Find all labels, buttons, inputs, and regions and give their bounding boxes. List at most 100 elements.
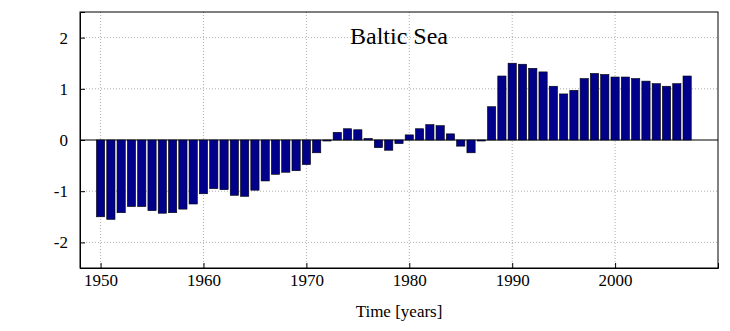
x-tick-mark — [615, 263, 616, 268]
bar — [632, 79, 640, 140]
bar — [364, 138, 372, 140]
y-grid-line — [80, 242, 718, 243]
y-tick-label: -1 — [54, 182, 68, 201]
x-tick: 1990 — [496, 263, 530, 290]
y-axis: -2 -1 0 1 2 — [54, 13, 85, 269]
x-tick-label: 1950 — [84, 271, 118, 290]
bar — [251, 140, 259, 190]
x-axis-line — [81, 263, 719, 269]
bar — [117, 140, 125, 213]
bar — [508, 63, 516, 140]
x-tick-mark — [512, 263, 513, 268]
bar — [189, 140, 197, 204]
chart-title: Baltic Sea — [350, 23, 448, 49]
bar — [210, 140, 218, 189]
bar — [168, 140, 176, 213]
bar — [313, 140, 321, 153]
bar — [457, 140, 465, 146]
bar — [611, 77, 619, 140]
x-tick-mark — [306, 263, 307, 268]
y-tick: 0 — [60, 131, 86, 150]
y-tick: 1 — [60, 80, 86, 99]
bar — [138, 140, 146, 207]
x-tick: 2000 — [599, 263, 633, 290]
bar — [271, 140, 279, 174]
x-tick-label: 1990 — [496, 271, 530, 290]
y-tick: -2 — [54, 233, 85, 252]
bar — [539, 72, 547, 140]
bar — [323, 140, 331, 141]
bars — [96, 63, 691, 219]
y-axis-line — [81, 13, 86, 269]
plot-frame — [80, 12, 718, 268]
x-tick-mark — [101, 263, 102, 268]
x-tick: 1970 — [290, 263, 324, 290]
bar — [220, 140, 228, 190]
y-tick-label: 1 — [60, 80, 69, 99]
bar — [292, 140, 300, 171]
x-tick: 1950 — [84, 263, 118, 290]
bar — [107, 140, 115, 219]
bar — [487, 107, 495, 140]
bar — [560, 94, 568, 140]
y-tick-label: 2 — [60, 29, 69, 48]
bar — [405, 135, 413, 140]
bar — [683, 76, 691, 140]
x-tick-mark — [409, 263, 410, 268]
bar — [385, 140, 393, 150]
bar — [467, 140, 475, 153]
y-tick: 2 — [60, 29, 86, 48]
chart-svg: 1950 1960 1970 1980 1990 2000 -2 -1 0 1 2 Baltic Se… — [0, 0, 730, 331]
bar — [529, 68, 537, 140]
x-tick-mark — [203, 263, 204, 268]
bar — [282, 140, 290, 172]
bar — [446, 134, 454, 140]
bar — [621, 77, 629, 140]
bar — [436, 126, 444, 140]
y-tick-mark — [80, 140, 85, 141]
y-tick-mark — [80, 89, 85, 90]
bar — [601, 74, 609, 140]
bar — [354, 130, 362, 140]
bar — [158, 140, 166, 213]
bar — [343, 129, 351, 140]
bar — [333, 132, 341, 140]
y-tick-mark — [80, 242, 85, 243]
bar — [652, 84, 660, 140]
x-axis: 1950 1960 1970 1980 1990 2000 — [81, 263, 719, 290]
bar — [518, 64, 526, 140]
bar — [662, 86, 670, 140]
x-tick-label: 1970 — [290, 271, 324, 290]
bar — [127, 140, 135, 207]
y-tick-label: 0 — [60, 131, 69, 150]
bar — [426, 125, 434, 140]
bar — [241, 140, 249, 196]
bar — [302, 140, 310, 165]
x-tick-label: 2000 — [599, 271, 633, 290]
x-tick: 1960 — [187, 263, 221, 290]
bar — [570, 90, 578, 140]
y-tick: -1 — [54, 182, 85, 201]
x-tick-label: 1960 — [187, 271, 221, 290]
x-tick-label: 1980 — [393, 271, 427, 290]
y-tick-mark — [80, 191, 85, 192]
plot-area: 1950 1960 1970 1980 1990 2000 -2 -1 0 1 2 Baltic Se… — [54, 12, 719, 290]
chart-container: 1950 1960 1970 1980 1990 2000 -2 -1 0 1 2 Baltic Se… — [0, 0, 730, 331]
bar — [261, 140, 269, 181]
bar — [673, 84, 681, 140]
x-tick: 1980 — [393, 263, 427, 290]
bar — [374, 140, 382, 148]
bar — [590, 73, 598, 140]
bar — [199, 140, 207, 194]
bar — [230, 140, 238, 195]
bar — [415, 129, 423, 140]
bar — [96, 140, 104, 217]
y-tick-label: -2 — [54, 233, 68, 252]
bar — [642, 81, 650, 140]
bar — [179, 140, 187, 209]
bar — [580, 79, 588, 140]
bar — [498, 76, 506, 140]
grid — [80, 12, 718, 268]
bar — [395, 140, 403, 144]
bar — [549, 86, 557, 140]
